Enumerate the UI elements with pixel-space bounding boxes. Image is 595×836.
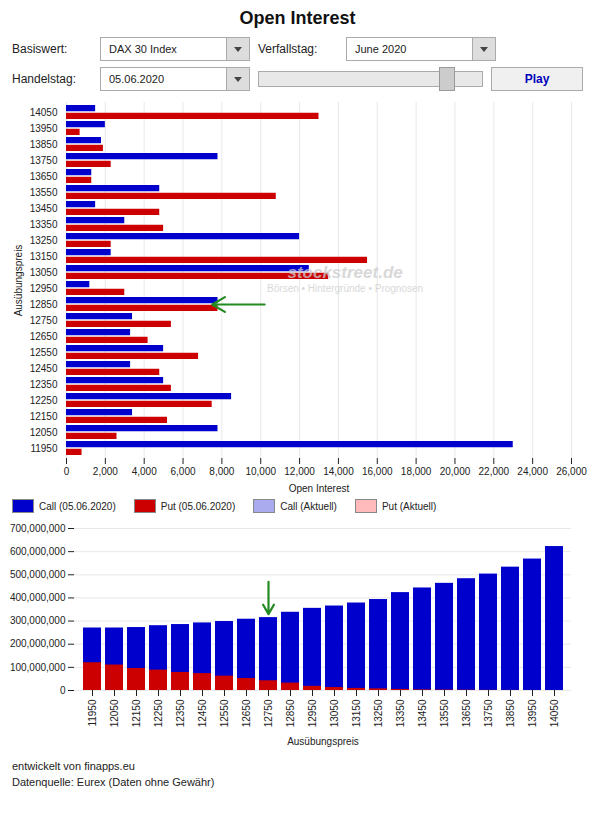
- html-text:June 2020: June 2020: [355, 43, 407, 55]
- html-text:Datenquelle: Eurex (Daten ohne: Datenquelle: Eurex (Daten ohne Gewähr): [12, 776, 215, 788]
- svg-text:12450: 12450: [30, 363, 58, 374]
- svg-text:13650: 13650: [30, 171, 58, 182]
- svg-text:14050: 14050: [30, 107, 58, 118]
- svg-text:12050: 12050: [30, 427, 58, 438]
- svg-text:22,000: 22,000: [479, 466, 510, 477]
- svg-text:500,000,000: 500,000,000: [10, 569, 66, 580]
- html-text:Open Interest: Open Interest: [239, 8, 356, 28]
- svg-text:12150: 12150: [30, 411, 58, 422]
- svg-text:11950: 11950: [30, 443, 58, 454]
- svg-text:6,000: 6,000: [171, 466, 196, 477]
- svg-text:13450: 13450: [417, 699, 428, 727]
- svg-text:13050: 13050: [30, 267, 58, 278]
- svg-text:12750: 12750: [30, 315, 58, 326]
- html-text:stockstreet.de: stockstreet.de: [287, 262, 403, 282]
- svg-text:13250: 13250: [30, 235, 58, 246]
- svg-text:12050: 12050: [109, 699, 120, 727]
- svg-text:300,000,000: 300,000,000: [10, 615, 66, 626]
- svg-text:100,000,000: 100,000,000: [10, 662, 66, 673]
- svg-text:12950: 12950: [30, 283, 58, 294]
- svg-text:13550: 13550: [439, 699, 450, 727]
- svg-text:13950: 13950: [527, 699, 538, 727]
- svg-text:16,000: 16,000: [362, 466, 393, 477]
- svg-text:13150: 13150: [30, 251, 58, 262]
- svg-text:0: 0: [64, 466, 70, 477]
- svg-text:12650: 12650: [30, 331, 58, 342]
- html-text:Basiswert:: Basiswert:: [12, 42, 68, 56]
- svg-text:26,000: 26,000: [556, 466, 587, 477]
- svg-text:20,000: 20,000: [440, 466, 471, 477]
- svg-text:12150: 12150: [131, 699, 142, 727]
- svg-text:13450: 13450: [30, 203, 58, 214]
- html-text:Call (05.06.2020): Call (05.06.2020): [39, 500, 116, 512]
- svg-text:13150: 13150: [351, 699, 362, 727]
- svg-text:200,000,000: 200,000,000: [10, 638, 66, 649]
- svg-text:400,000,000: 400,000,000: [10, 592, 66, 603]
- html-text:05.06.2020: 05.06.2020: [109, 73, 165, 85]
- svg-text:13650: 13650: [461, 699, 472, 727]
- svg-text:11950: 11950: [87, 699, 98, 727]
- svg-text:12950: 12950: [307, 699, 318, 727]
- svg-text:8,000: 8,000: [209, 466, 234, 477]
- svg-text:12250: 12250: [153, 699, 164, 727]
- html-text:Play: Play: [524, 72, 550, 86]
- svg-text:12450: 12450: [197, 699, 208, 727]
- svg-text:4,000: 4,000: [132, 466, 157, 477]
- svg-text:14050: 14050: [549, 699, 560, 727]
- html-text:Call (Aktuell): Call (Aktuell): [280, 500, 337, 512]
- svg-text:13750: 13750: [30, 155, 58, 166]
- html-text:entwickelt von finapps.eu: entwickelt von finapps.eu: [12, 760, 135, 772]
- svg-text:13550: 13550: [30, 187, 58, 198]
- html-text:Put (Aktuell): Put (Aktuell): [381, 500, 437, 512]
- svg-text:12750: 12750: [263, 699, 274, 727]
- html-text:Verfallstag:: Verfallstag:: [258, 42, 318, 56]
- svg-text:2,000: 2,000: [93, 466, 118, 477]
- svg-text:600,000,000: 600,000,000: [10, 546, 66, 557]
- html-text:DAX 30 Index: DAX 30 Index: [109, 43, 177, 55]
- svg-text:13950: 13950: [30, 123, 58, 134]
- svg-text:Ausübungspreis: Ausübungspreis: [13, 245, 24, 317]
- html-text:Put (05.06.2020): Put (05.06.2020): [160, 500, 236, 512]
- svg-text:12550: 12550: [219, 699, 230, 727]
- svg-text:14,000: 14,000: [323, 466, 354, 477]
- svg-text:12250: 12250: [30, 395, 58, 406]
- svg-text:Ausübungspreis: Ausübungspreis: [287, 736, 359, 747]
- svg-text:13350: 13350: [395, 699, 406, 727]
- svg-text:12,000: 12,000: [284, 466, 315, 477]
- svg-text:13250: 13250: [373, 699, 384, 727]
- svg-text:12850: 12850: [30, 299, 58, 310]
- svg-text:13850: 13850: [30, 139, 58, 150]
- svg-text:24,000: 24,000: [517, 466, 548, 477]
- svg-text:12850: 12850: [285, 699, 296, 727]
- svg-text:10,000: 10,000: [245, 466, 276, 477]
- svg-text:12650: 12650: [241, 699, 252, 727]
- svg-text:13750: 13750: [483, 699, 494, 727]
- svg-text:700,000,000: 700,000,000: [10, 523, 66, 534]
- svg-text:12550: 12550: [30, 347, 58, 358]
- svg-text:18,000: 18,000: [401, 466, 432, 477]
- html-text:Handelstag:: Handelstag:: [12, 72, 76, 86]
- html-text:Börsen • Hintergründe • Progno: Börsen • Hintergründe • Prognosen: [267, 282, 424, 294]
- svg-text:12350: 12350: [30, 379, 58, 390]
- svg-text:0: 0: [60, 685, 66, 696]
- svg-text:13850: 13850: [505, 699, 516, 727]
- svg-text:13350: 13350: [30, 219, 58, 230]
- svg-text:13050: 13050: [329, 699, 340, 727]
- svg-text:12350: 12350: [175, 699, 186, 727]
- svg-text:Open Interest: Open Interest: [289, 483, 350, 494]
